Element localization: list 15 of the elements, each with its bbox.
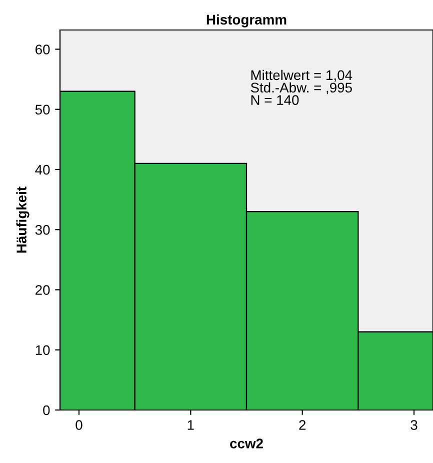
- x-tick-label: 0: [76, 420, 82, 430]
- x-tick-label: 2: [299, 420, 306, 430]
- y-tick-label: 40: [35, 164, 50, 175]
- y-tick-label: 30: [35, 224, 50, 235]
- y-tick-label: 0: [43, 405, 50, 416]
- y-tick-label: 10: [36, 345, 50, 356]
- y-tick-label: 50: [35, 104, 50, 115]
- y-tick-label: 60: [36, 44, 50, 54]
- x-axis-title: ccw2: [230, 438, 263, 448]
- y-axis-title: Häufigkeit: [16, 186, 30, 253]
- x-tick-label: 1: [188, 420, 194, 430]
- annotation: Mittelwert = 1,04 Std.-Abw. = ,995 N = 140: [250, 70, 352, 105]
- x-tick-label: 3: [410, 420, 418, 430]
- y-tick-label: 20: [36, 285, 50, 295]
- chart-title: Histogramm: [206, 14, 286, 28]
